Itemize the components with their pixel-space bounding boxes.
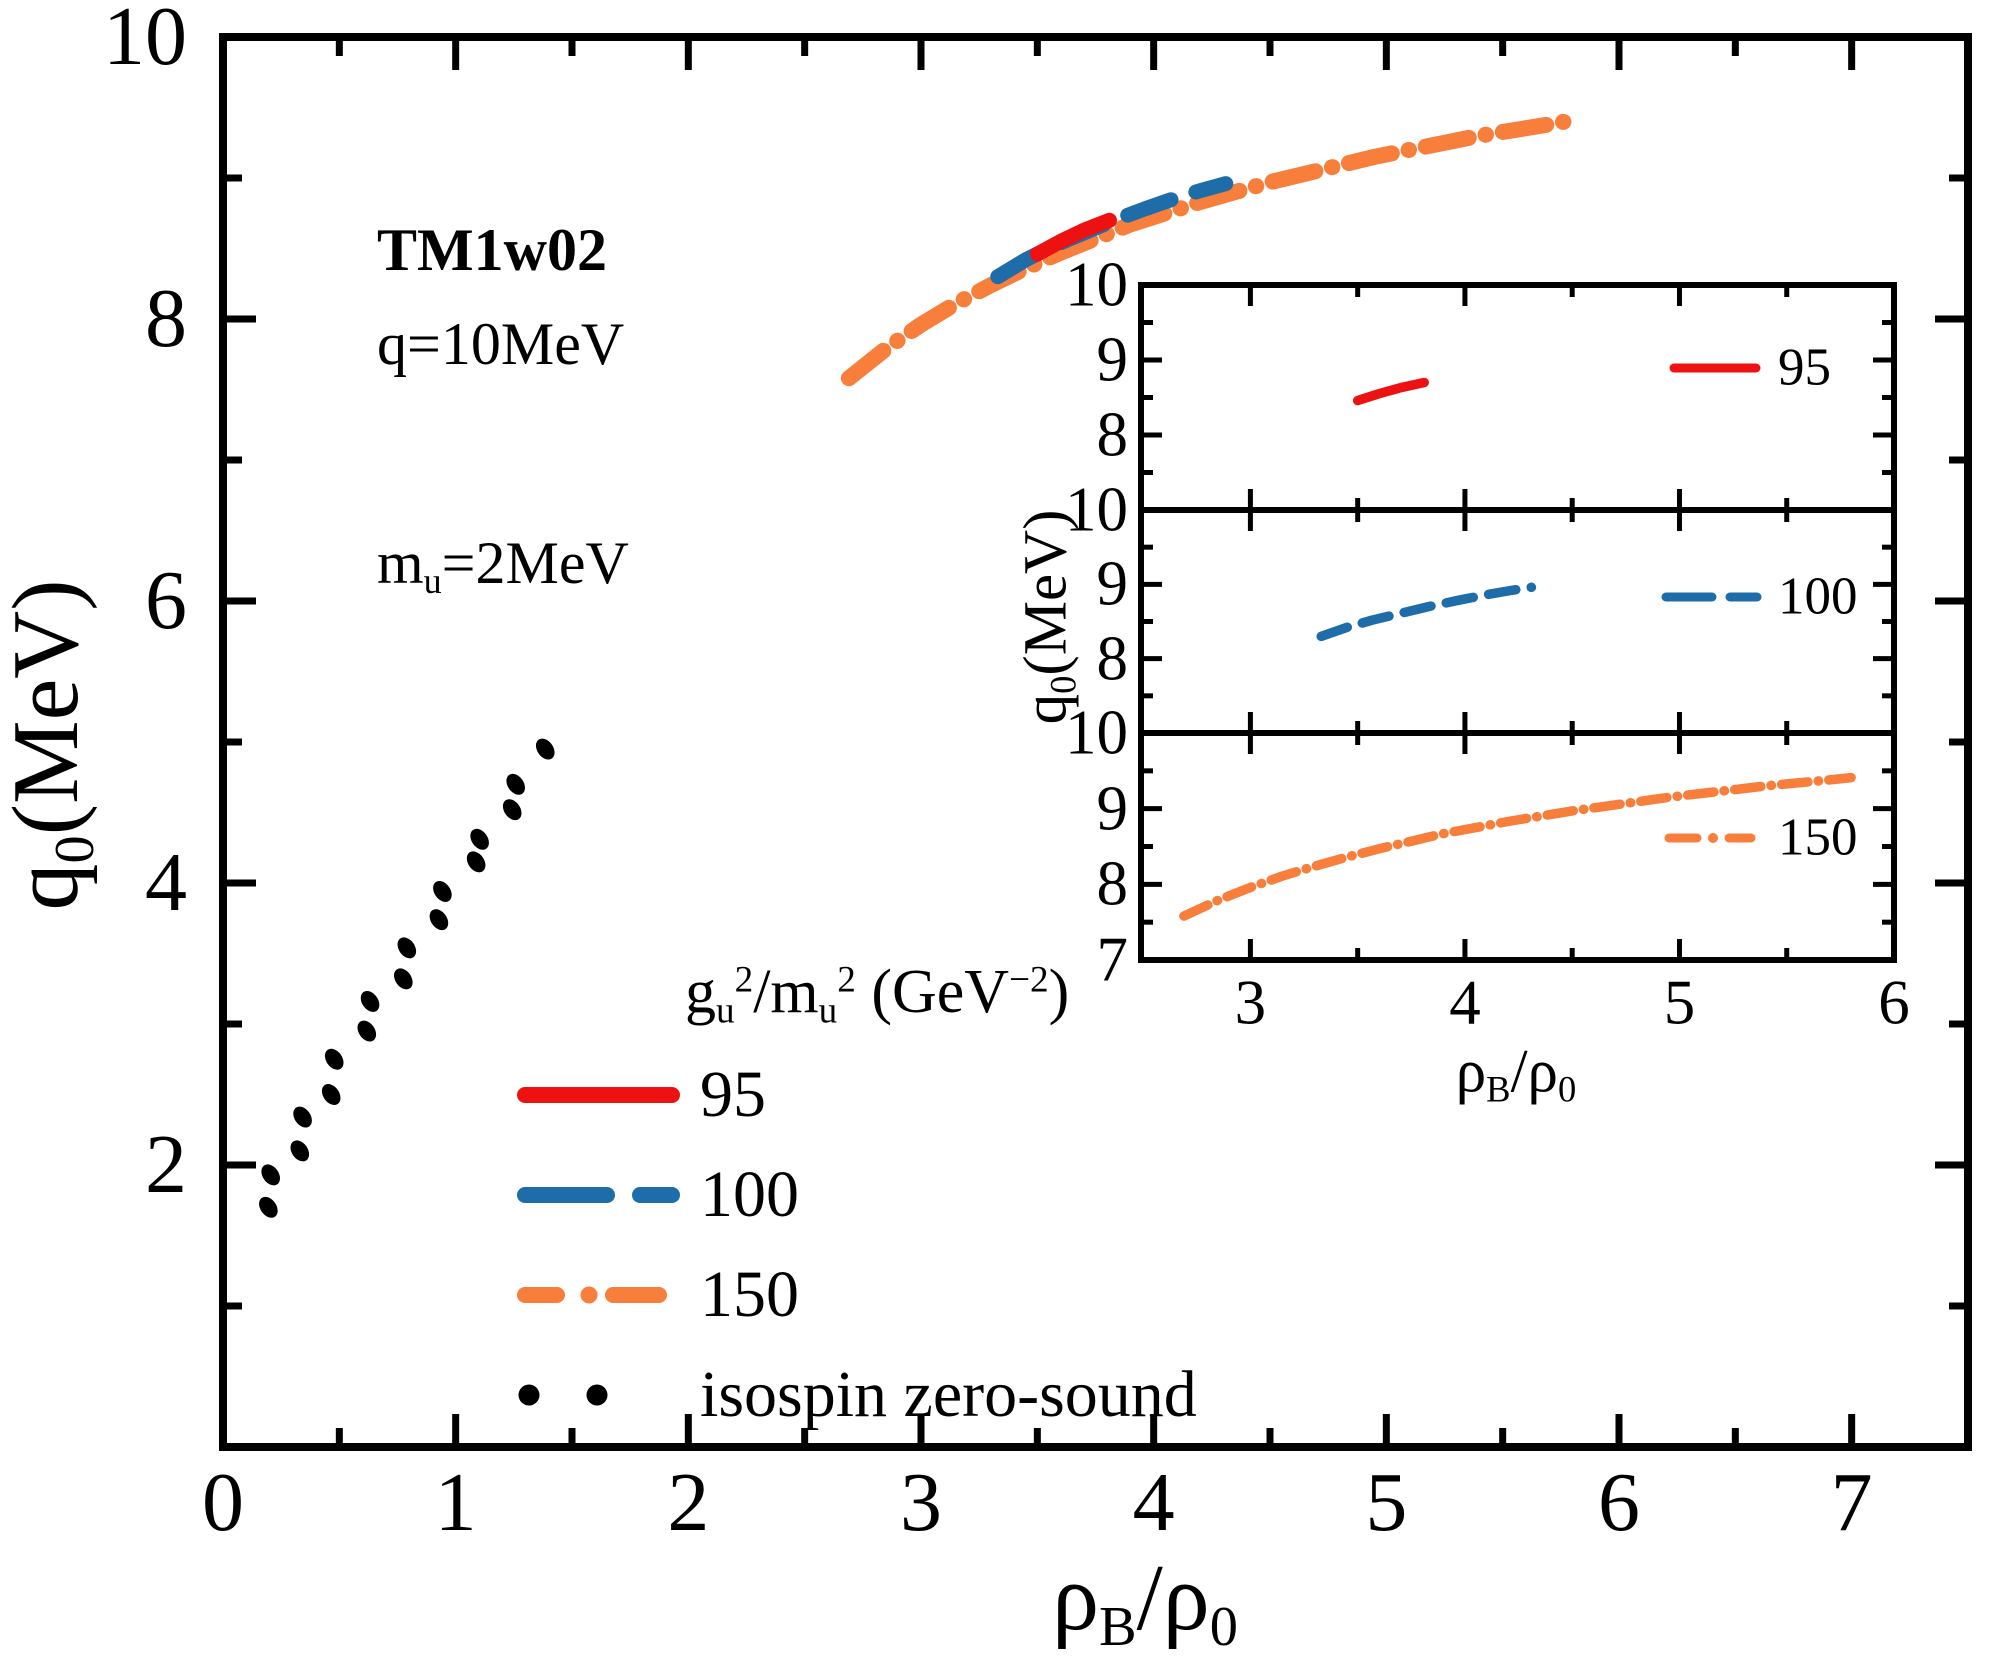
inset-y-tick-label: 10 — [1065, 697, 1128, 768]
zero-sound-dot — [394, 968, 413, 990]
legend-sample-zero-sound — [586, 1384, 608, 1406]
main-y-tick-label: 8 — [145, 272, 187, 365]
inset-x-axis-label: ρB/ρ0 — [1455, 1038, 1577, 1110]
zero-sound-dot — [259, 1196, 278, 1218]
legend-sample-zero-sound — [518, 1384, 540, 1406]
inset-x-tick-label: 3 — [1234, 967, 1267, 1038]
inset-legend-label-100: 100 — [1778, 567, 1858, 626]
y-axis-label: q0(MeV) — [0, 579, 106, 911]
zero-sound-dot — [429, 909, 449, 931]
main-plot-frame — [219, 33, 1972, 1451]
legend-label-150: 150 — [700, 1258, 799, 1331]
main-x-tick-label: 0 — [202, 1456, 244, 1549]
legend-label-zero-sound: isospin zero-sound — [700, 1358, 1197, 1431]
inset-panel-3-curve — [1179, 772, 1856, 921]
legend-sample-150 — [580, 1286, 598, 1304]
inset-panel-2-curve — [1316, 582, 1537, 642]
zero-sound-dot — [502, 799, 522, 821]
inset-y-tick-label: 7 — [1096, 924, 1129, 995]
main-x-tick-label: 1 — [434, 1456, 477, 1549]
zero-sound-dot — [535, 738, 555, 760]
zero-sound-dot — [466, 851, 486, 873]
zero-sound-dot — [360, 990, 380, 1012]
x-axis-label: ρB/ρ0 — [1052, 1546, 1238, 1658]
inset-y-tick-label: 10 — [1065, 474, 1128, 545]
main-x-tick-label: 2 — [667, 1456, 710, 1549]
zero-sound-dot — [324, 1048, 344, 1070]
annotation-q: q=10MeV — [377, 311, 625, 377]
main-y-tick-label: 10 — [103, 0, 187, 83]
inset-x-tick-label: 4 — [1449, 967, 1481, 1038]
inset-panel-1-curve — [1352, 377, 1429, 406]
inset-x-tick-label: 6 — [1878, 967, 1910, 1038]
inset-legend-label-95: 95 — [1778, 338, 1831, 397]
main-x-tick-label: 5 — [1365, 1456, 1408, 1549]
inset-y-tick-label: 9 — [1096, 324, 1129, 395]
zero-sound-dot — [433, 880, 452, 902]
main-x-tick-label: 7 — [1830, 1456, 1873, 1549]
annotation-mu: mu=2MeV — [377, 530, 629, 602]
zero-sound-dot — [321, 1084, 341, 1105]
inset-background — [1141, 285, 1894, 960]
zero-sound-dot — [470, 828, 489, 850]
annotation-model: TM1w02 — [377, 217, 607, 283]
legend-title: gu2/mu2 (GeV−2) — [685, 958, 1070, 1032]
main-x-tick-label: 4 — [1132, 1456, 1175, 1549]
inset-y-tick-label: 9 — [1096, 548, 1129, 619]
inset-y-tick-label: 8 — [1096, 623, 1129, 694]
main-y-tick-label: 2 — [145, 1118, 187, 1211]
inset-legend-label-150: 150 — [1778, 808, 1858, 867]
main-y-tick-label: 4 — [145, 836, 187, 929]
zero-sound-dot — [397, 937, 417, 959]
inset-x-tick-label: 5 — [1663, 967, 1696, 1038]
legend-label-100: 100 — [700, 1158, 799, 1231]
main-x-tick-label: 3 — [900, 1456, 942, 1549]
zero-sound-dot — [506, 773, 525, 795]
inset-y-tick-label: 8 — [1096, 399, 1129, 470]
inset-panel-3-frame — [1138, 730, 1897, 963]
inset-y-tick-label: 10 — [1065, 249, 1128, 320]
zero-sound-dot — [290, 1140, 310, 1162]
zero-sound-dot — [261, 1164, 280, 1186]
zero-sound-dot — [357, 1020, 377, 1042]
zero-sound-dot — [293, 1106, 312, 1128]
series-150-curve — [840, 112, 1581, 387]
legend-label-95: 95 — [700, 1058, 766, 1131]
main-x-tick-label: 6 — [1598, 1456, 1640, 1549]
series-95-curve — [1029, 212, 1117, 262]
inset-legend-sample-150 — [1708, 833, 1718, 843]
inset-y-tick-label: 9 — [1096, 773, 1129, 844]
inset-y-tick-label: 8 — [1096, 848, 1129, 919]
main-y-tick-label: 6 — [145, 554, 187, 647]
